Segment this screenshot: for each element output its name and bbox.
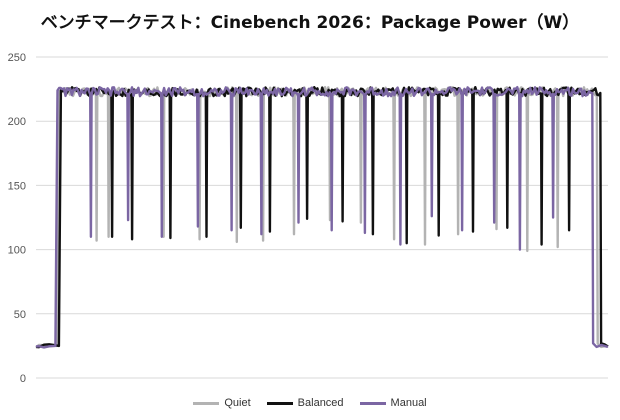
legend-label: Quiet <box>224 397 251 409</box>
legend-swatch <box>266 401 293 405</box>
y-tick-label: 200 <box>8 116 26 128</box>
y-tick-label: 0 <box>20 373 26 385</box>
series-line-manual <box>35 86 609 349</box>
legend-item-manual: Manual <box>359 397 427 409</box>
chart-title: ベンチマークテスト：Cinebench 2026：Package Power（W… <box>40 13 580 33</box>
series-line-quiet <box>35 86 609 349</box>
legend-swatch <box>193 401 220 405</box>
legend-label: Manual <box>390 397 427 409</box>
y-tick-label: 250 <box>8 52 26 64</box>
y-tick-label: 50 <box>14 309 26 321</box>
legend-label: Balanced <box>297 397 344 409</box>
legend-item-quiet: Quiet <box>193 397 251 409</box>
legend: Quiet Balanced Manual <box>0 397 620 409</box>
legend-swatch <box>359 401 386 405</box>
series-line-balanced <box>35 86 609 349</box>
legend-item-balanced: Balanced <box>266 397 344 409</box>
y-tick-label: 100 <box>8 245 26 257</box>
y-tick-label: 150 <box>8 180 26 192</box>
